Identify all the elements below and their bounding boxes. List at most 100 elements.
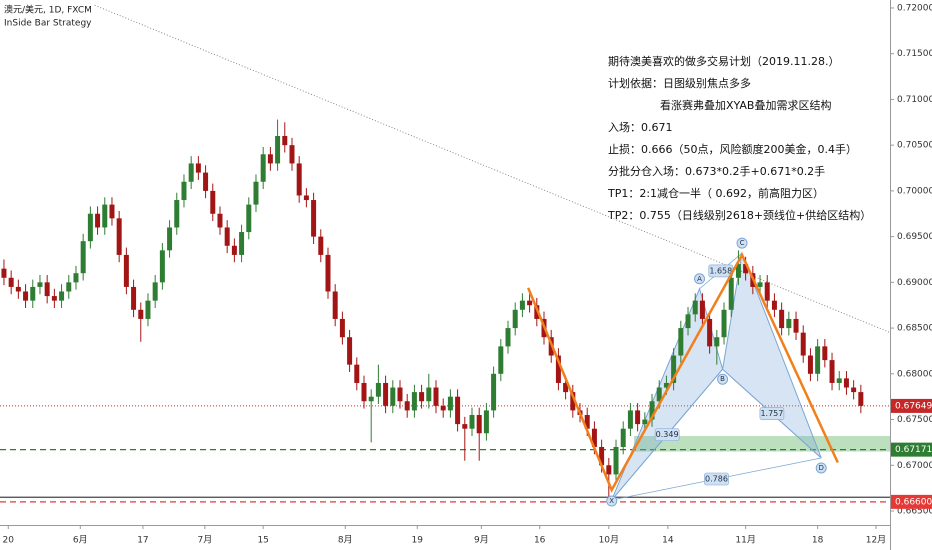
candle-body xyxy=(73,273,79,283)
candle-body xyxy=(167,227,173,251)
x-tick-label: 19 xyxy=(412,536,424,546)
candle-body xyxy=(411,392,417,411)
candle-body xyxy=(59,291,65,301)
candle-body xyxy=(8,277,14,287)
chart-subtitle: InSide Bar Strategy xyxy=(4,19,92,29)
candle-body xyxy=(368,396,374,402)
candle-body xyxy=(311,200,317,237)
candle-body xyxy=(174,200,180,228)
candle-body xyxy=(181,181,187,201)
x-tick-label: 8月 xyxy=(338,535,353,546)
candle-body xyxy=(246,204,252,233)
pattern-point-label: C xyxy=(740,239,745,247)
candle-body xyxy=(555,355,561,383)
note-line: 入场：0.671 xyxy=(608,120,673,134)
candle-body xyxy=(37,282,43,287)
candle-body xyxy=(678,328,684,356)
candle-body xyxy=(303,195,309,201)
candle-body xyxy=(260,154,266,182)
candle-body xyxy=(217,213,223,228)
candle-body xyxy=(447,396,453,411)
plot-area: 0.349 1.658 1.757 0.786 X A B C D xyxy=(0,4,890,507)
candle-body xyxy=(282,136,288,146)
note-line: 止损：0.666（50点，风险额度200美金，0.4手） xyxy=(608,142,857,156)
candle-body xyxy=(1,268,7,278)
candle-body xyxy=(253,181,259,205)
candle-body xyxy=(231,245,237,255)
price-tag xyxy=(891,442,932,457)
candle-body xyxy=(87,213,93,242)
candle-body xyxy=(239,232,245,255)
candle-body xyxy=(195,163,201,173)
note-line: TP1：2:1减仓一半（ 0.692，前高阻力区） xyxy=(607,186,824,200)
candle-body xyxy=(152,282,158,301)
candle-body xyxy=(527,300,533,306)
y-tick-label: 0.68000 xyxy=(897,369,932,379)
x-tick-label: 6月 xyxy=(73,535,88,546)
candle-body xyxy=(591,428,597,447)
y-tick-label: 0.69000 xyxy=(897,278,932,288)
x-tick-label: 14 xyxy=(662,536,674,546)
candle-body xyxy=(563,382,569,393)
candle-body xyxy=(30,286,36,301)
y-tick-label: 0.70500 xyxy=(897,141,932,151)
candle-body xyxy=(613,446,619,475)
candle-body xyxy=(779,309,785,329)
candle-body xyxy=(397,387,403,402)
y-tick-label: 0.70000 xyxy=(897,186,932,196)
candle-body xyxy=(224,227,230,246)
note-line: 分批分仓入场：0.673*0.2手+0.671*0.2手 xyxy=(608,164,825,178)
pattern-point-label: D xyxy=(819,464,824,472)
candle-body xyxy=(728,277,734,310)
candle-body xyxy=(642,419,648,425)
candle-body xyxy=(138,309,144,319)
price-tag-label: 0.67649 xyxy=(895,401,932,411)
pattern-point-label: A xyxy=(697,275,702,283)
candle-body xyxy=(80,241,86,274)
pattern-point xyxy=(694,273,706,285)
candle-body xyxy=(15,286,21,292)
pattern-point-label: B xyxy=(720,375,725,383)
candle-body xyxy=(649,401,655,420)
candle-body xyxy=(843,378,849,388)
candle-body xyxy=(390,387,396,406)
candle-body xyxy=(570,392,576,411)
y-tick-label: 0.72000 xyxy=(897,3,932,13)
candle-body xyxy=(505,328,511,347)
candle-body xyxy=(627,410,633,429)
candle-body xyxy=(159,250,165,283)
y-tick-label: 0.67500 xyxy=(897,415,932,425)
x-tick-label: 20 xyxy=(3,536,15,546)
candle-body xyxy=(757,282,763,287)
candle-body xyxy=(483,410,489,434)
candle-body xyxy=(210,190,216,214)
candle-body xyxy=(807,355,813,374)
price-tag xyxy=(891,398,932,413)
candle-body xyxy=(426,387,432,402)
candle-body xyxy=(851,387,857,393)
pattern-point xyxy=(606,495,618,507)
y-tick-label: 0.69500 xyxy=(897,232,932,242)
candle-body xyxy=(714,337,720,347)
candle-body xyxy=(275,136,281,164)
x-tick-label: 9月 xyxy=(474,535,489,546)
candle-body xyxy=(815,346,821,374)
candle-body xyxy=(584,414,590,429)
note-line: 期待澳美喜欢的做多交易计划（2019.11.28.） xyxy=(608,54,839,68)
x-tick-label: 10月 xyxy=(599,535,619,546)
candle-body xyxy=(707,318,713,347)
candle-body xyxy=(318,236,324,255)
candle-body xyxy=(469,414,475,429)
candle-body xyxy=(361,382,367,402)
pattern-point xyxy=(736,237,748,249)
candle-body xyxy=(383,382,389,406)
candle-body xyxy=(325,254,331,292)
candle-body xyxy=(671,355,677,383)
pattern-point-label: X xyxy=(609,497,614,505)
candle-body xyxy=(145,300,151,319)
candle-body xyxy=(656,387,662,402)
candle-body xyxy=(606,465,612,475)
candle-body xyxy=(519,300,525,310)
